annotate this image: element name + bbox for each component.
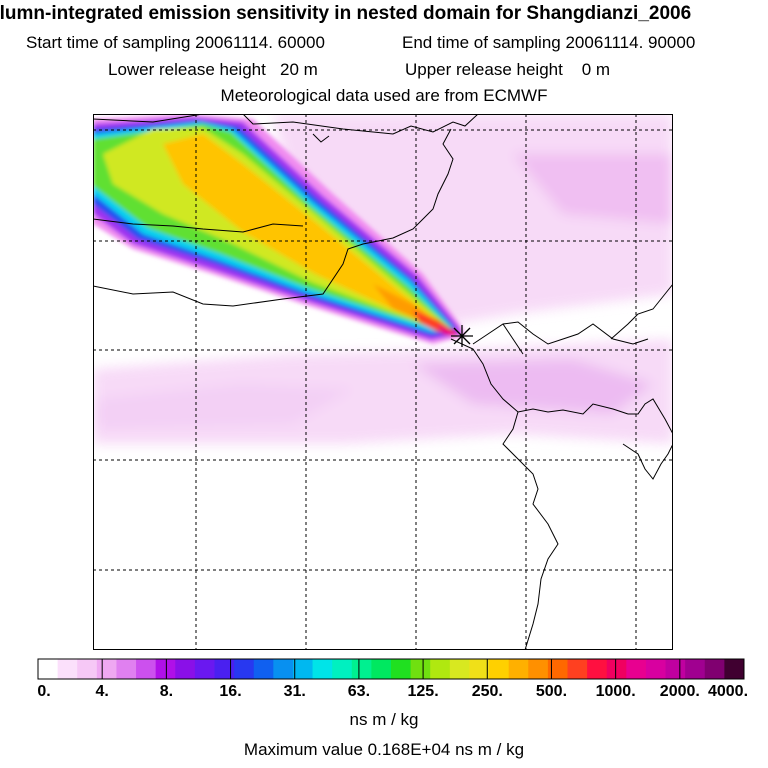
color-scale-unit: ns m / kg bbox=[349, 710, 419, 729]
color-swatch bbox=[430, 659, 451, 679]
color-swatch bbox=[175, 659, 196, 679]
color-swatch bbox=[528, 659, 549, 679]
met-data-label: Meteorological data used are from ECMWF bbox=[220, 86, 548, 105]
color-swatch bbox=[214, 659, 235, 679]
plot-title: olumn-integrated emission sensitivity in… bbox=[0, 3, 692, 24]
color-swatch bbox=[371, 659, 392, 679]
color-swatch bbox=[194, 659, 215, 679]
color-swatch bbox=[312, 659, 333, 679]
color-swatch bbox=[489, 659, 510, 679]
color-swatch bbox=[508, 659, 529, 679]
receptor-star-marker bbox=[451, 325, 473, 347]
color-scale-tick-label: 63. bbox=[347, 683, 371, 700]
color-swatch bbox=[606, 659, 627, 679]
color-scale-tick-label: 31. bbox=[283, 683, 306, 700]
emission-plume bbox=[93, 114, 465, 344]
color-swatch bbox=[351, 659, 372, 679]
color-swatch bbox=[626, 659, 647, 679]
color-swatch bbox=[449, 659, 470, 679]
lat-lon-grid bbox=[93, 114, 673, 650]
start-time-label: Start time of sampling 20061114. 60000 bbox=[26, 33, 325, 52]
color-swatch bbox=[155, 659, 176, 679]
color-swatch bbox=[77, 659, 98, 679]
color-swatch bbox=[724, 659, 745, 679]
color-swatch bbox=[253, 659, 274, 679]
color-swatch bbox=[292, 659, 314, 679]
color-swatch bbox=[38, 659, 59, 679]
color-swatch bbox=[273, 659, 294, 679]
plume-layer-10 bbox=[437, 324, 457, 336]
color-swatch bbox=[410, 659, 431, 679]
color-scale-tick-label: 125. bbox=[407, 683, 439, 700]
plume-layer-7 bbox=[163, 134, 447, 328]
color-swatch bbox=[136, 659, 157, 679]
color-swatch bbox=[645, 659, 667, 679]
color-scale-tick-label: 4000. bbox=[707, 683, 749, 700]
color-scale-frame bbox=[37, 658, 745, 680]
color-swatch bbox=[704, 659, 725, 679]
color-scale-bar bbox=[37, 658, 745, 680]
color-scale-tick-label: 16. bbox=[219, 683, 242, 700]
color-scale-tick-label: 8. bbox=[159, 683, 174, 700]
lower-release-label: Lower release height 20 m bbox=[108, 60, 318, 79]
color-swatch bbox=[469, 659, 490, 679]
color-scale-tick-label: 0. bbox=[37, 683, 51, 700]
color-scale-tick-label: 1000. bbox=[595, 683, 636, 700]
sensitivity-map bbox=[93, 114, 673, 650]
color-swatch bbox=[391, 659, 412, 679]
color-swatch bbox=[587, 659, 608, 679]
color-swatch bbox=[665, 659, 686, 679]
upper-release-label: Upper release height 0 m bbox=[405, 60, 611, 79]
color-swatch bbox=[234, 659, 255, 679]
maximum-value-label: Maximum value 0.168E+04 ns m / kg bbox=[243, 740, 525, 759]
map-frame bbox=[93, 114, 673, 650]
color-swatch bbox=[567, 659, 588, 679]
color-swatch bbox=[96, 659, 117, 679]
color-scale-tick-label: 250. bbox=[471, 683, 503, 700]
color-scale-tick-label: 2000. bbox=[659, 683, 700, 700]
color-swatch bbox=[547, 659, 568, 679]
color-scale-tick-label: 500. bbox=[535, 683, 568, 700]
color-scale-tick-label: 4. bbox=[95, 683, 109, 700]
color-swatch bbox=[332, 659, 353, 679]
color-swatch bbox=[116, 659, 137, 679]
color-swatch bbox=[57, 659, 78, 679]
color-swatch bbox=[685, 659, 706, 679]
end-time-label: End time of sampling 20061114. 90000 bbox=[402, 33, 696, 52]
